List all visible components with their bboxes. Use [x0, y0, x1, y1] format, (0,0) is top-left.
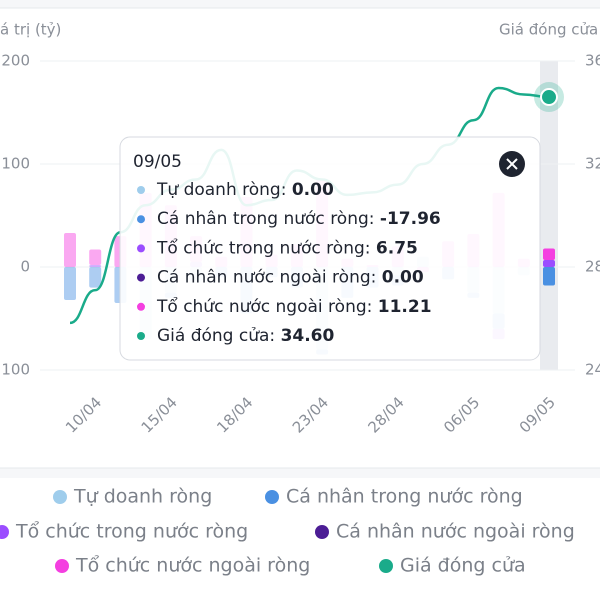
tooltip-value: -17.96 — [380, 209, 441, 229]
tooltip-label: Tổ chức nước ngoài ròng: — [156, 296, 372, 317]
tooltip-box — [119, 136, 541, 361]
bar — [543, 248, 555, 261]
y-tick-label: 100 — [1, 155, 30, 173]
tooltip-value: 0.00 — [292, 180, 334, 200]
tooltip-label: Cá nhân trong nước ròng: — [157, 209, 375, 229]
legend-label[interactable]: Tổ chức trong nước ròng — [15, 521, 248, 543]
legend-marker — [0, 525, 9, 539]
bar — [543, 267, 555, 286]
y2-tick-label: 24 — [585, 361, 600, 379]
y2-tick-label: 32 — [585, 155, 600, 173]
legend-area — [0, 478, 600, 600]
y-axis-title: á trị (tỷ) — [0, 21, 61, 39]
bar — [543, 260, 555, 267]
bar — [64, 267, 76, 300]
y-tick-label: 100 — [1, 361, 30, 379]
legend-marker — [315, 525, 329, 539]
tooltip-value: 6.75 — [376, 238, 418, 258]
bar — [89, 264, 102, 267]
active-point — [540, 88, 558, 107]
close-icon — [506, 158, 518, 170]
tooltip-label: Giá đóng cửa: — [157, 326, 275, 346]
tooltip-row: Tổ chức nước ngoài ròng: 11.21 — [156, 296, 432, 317]
tooltip-label: Tự doanh ròng: — [156, 180, 286, 200]
tooltip-label: Cá nhân nước ngoài ròng: — [157, 268, 376, 288]
bar — [89, 249, 102, 265]
tooltip-dot — [137, 302, 145, 311]
tooltip-row: Cá nhân nước ngoài ròng: 0.00 — [157, 268, 424, 288]
legend-marker — [379, 559, 393, 573]
tooltip-row: Tự doanh ròng: 0.00 — [156, 180, 334, 200]
tooltip-dot — [137, 244, 145, 253]
tooltip-dot — [137, 186, 145, 194]
y2-axis-title: Giá đóng cửa — [499, 21, 598, 39]
bar — [64, 233, 76, 267]
legend-marker — [53, 490, 67, 504]
tooltip-row: Giá đóng cửa: 34.60 — [157, 326, 335, 346]
legend-label[interactable]: Tổ chức nước ngoài ròng — [75, 555, 310, 577]
y-tick-label: 0 — [20, 258, 30, 276]
tooltip-close[interactable] — [499, 151, 525, 177]
tooltip: 09/05 Tự doanh ròng: 0.00 Cá nhân trong nư… — [119, 136, 541, 361]
legend-label[interactable]: Tự doanh ròng — [73, 486, 212, 508]
legend-label[interactable]: Cá nhân nước ngoài ròng — [336, 521, 575, 543]
tooltip-label: Tổ chức trong nước ròng: — [156, 237, 371, 258]
tooltip-dot — [137, 273, 145, 282]
tooltip-value: 11.21 — [378, 297, 432, 317]
tooltip-dot — [137, 215, 145, 224]
legend-marker — [265, 490, 279, 504]
bar — [89, 267, 102, 288]
tooltip-value: 0.00 — [382, 268, 424, 288]
tooltip-row: Cá nhân trong nước ròng: -17.96 — [157, 209, 441, 229]
legend-label[interactable]: Cá nhân trong nước ròng — [286, 486, 523, 508]
legend-label[interactable]: Giá đóng cửa — [400, 555, 526, 577]
y2-tick-label: 36 — [585, 52, 600, 70]
tooltip-row: Tổ chức trong nước ròng: 6.75 — [156, 237, 418, 258]
y2-tick-label: 28 — [585, 258, 600, 276]
tooltip-value: 34.60 — [281, 326, 335, 346]
legend-marker — [55, 559, 69, 573]
hover-column — [540, 61, 558, 370]
tooltip-dot — [137, 332, 145, 340]
tooltip-title: 09/05 — [133, 152, 182, 172]
y-tick-label: 200 — [1, 52, 30, 70]
